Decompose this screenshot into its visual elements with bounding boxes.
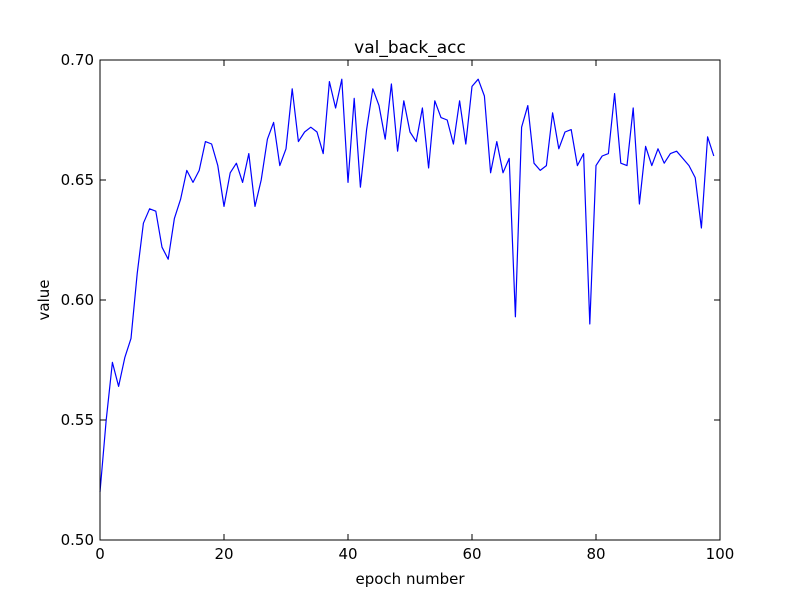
series-line-0	[99, 78, 715, 493]
x-tick-label: 40	[338, 545, 357, 563]
x-tick-label: 80	[586, 545, 605, 563]
x-tick-label: 60	[462, 545, 481, 563]
x-tick-label: 0	[95, 545, 105, 563]
y-tick-label: 0.50	[61, 531, 94, 549]
x-tick-label: 20	[214, 545, 233, 563]
y-tick-label: 0.70	[61, 51, 94, 69]
y-tick-label: 0.55	[61, 411, 94, 429]
y-tick-label: 0.60	[61, 291, 94, 309]
plot-area: 0 20 40 60 80 100 0.50 0.55 0.60 0.65 0.70	[61, 51, 735, 563]
chart-title: val_back_acc	[354, 38, 466, 58]
y-tick-label: 0.65	[61, 171, 94, 189]
x-axis-label: epoch number	[356, 570, 466, 588]
y-axis-label: value	[35, 280, 53, 321]
x-tick-label: 100	[706, 545, 735, 563]
